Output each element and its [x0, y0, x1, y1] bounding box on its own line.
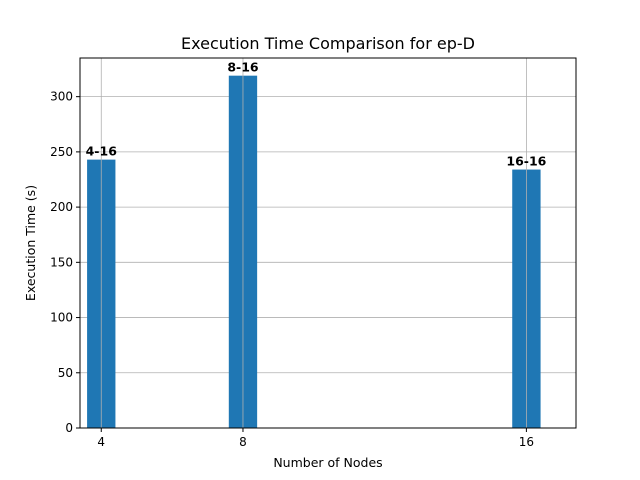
- y-tick-label: 0: [65, 421, 73, 435]
- y-axis-label: Execution Time (s): [23, 185, 38, 301]
- gridlines-over-bars: [100, 58, 527, 428]
- x-axis-label: Number of Nodes: [273, 455, 382, 470]
- plot-frame: [79, 57, 577, 429]
- x-tick-label: 8: [239, 435, 247, 449]
- data-labels: 4-16 8-16 16-16: [86, 60, 547, 169]
- y-tick-label: 200: [50, 200, 73, 214]
- bar-data-label: 8-16: [227, 60, 259, 75]
- bars: [87, 75, 541, 429]
- gridlines: [80, 96, 576, 429]
- bar-data-label: 16-16: [506, 154, 546, 169]
- y-axis: 0 50 100 150 200 250 300: [50, 90, 80, 435]
- y-tick-label: 300: [50, 90, 73, 104]
- chart-title: Execution Time Comparison for ep-D: [181, 34, 475, 53]
- y-tick-label: 250: [50, 145, 73, 159]
- x-axis: 4 8 16: [97, 428, 534, 449]
- x-tick-label: 16: [519, 435, 534, 449]
- y-tick-label: 50: [58, 366, 73, 380]
- y-tick-label: 100: [50, 311, 73, 325]
- y-tick-label: 150: [50, 255, 73, 269]
- x-tick-label: 4: [97, 435, 105, 449]
- bar-data-label: 4-16: [86, 144, 118, 159]
